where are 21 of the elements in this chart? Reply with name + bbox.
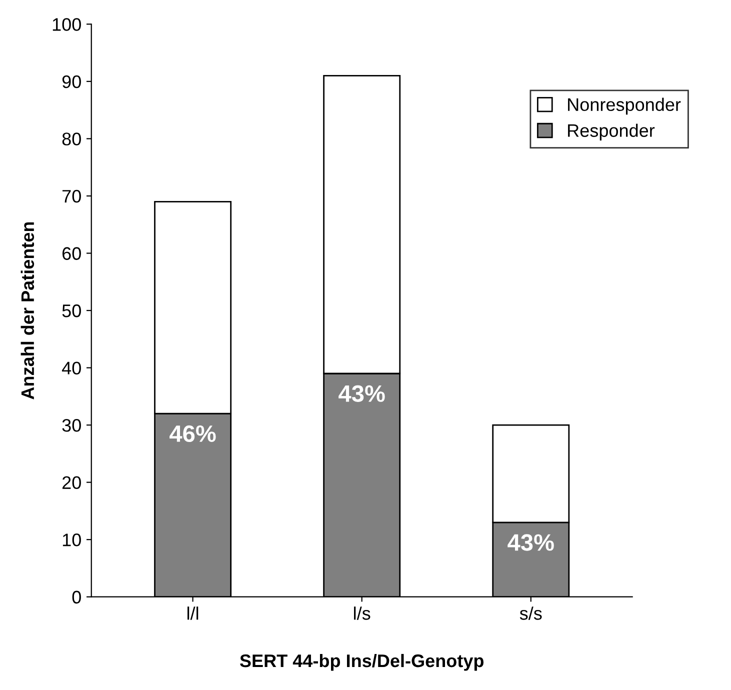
annotation: 43% xyxy=(508,534,554,551)
x-axis-title: SERT 44-bp Ins/Del-Genotyp xyxy=(240,654,484,671)
legend-label: Nonresponder xyxy=(568,98,681,115)
y-tick-label: 70 xyxy=(62,190,81,203)
y-tick-label: 50 xyxy=(62,304,81,318)
annotation: 46% xyxy=(170,425,216,442)
y-tick-label: 0 xyxy=(72,590,81,604)
x-tick-label: l/s xyxy=(354,606,370,620)
y-tick-label: 10 xyxy=(62,534,81,546)
y-axis-title: Anzahl der Patienten xyxy=(20,222,34,400)
y-tick-label: 40 xyxy=(62,362,81,374)
y-tick-label: 60 xyxy=(62,247,81,260)
x-tick-label: l/l xyxy=(187,606,198,620)
y-tick-label: 20 xyxy=(62,476,81,490)
legend-label: Responder xyxy=(568,124,655,141)
y-tick-label: 80 xyxy=(62,132,81,146)
y-tick-label: 90 xyxy=(62,75,81,88)
annotation: 43% xyxy=(338,385,385,402)
y-tick-label: 100 xyxy=(52,18,81,31)
y-tick-label: 30 xyxy=(62,418,81,432)
x-tick-label: s/s xyxy=(520,606,542,620)
